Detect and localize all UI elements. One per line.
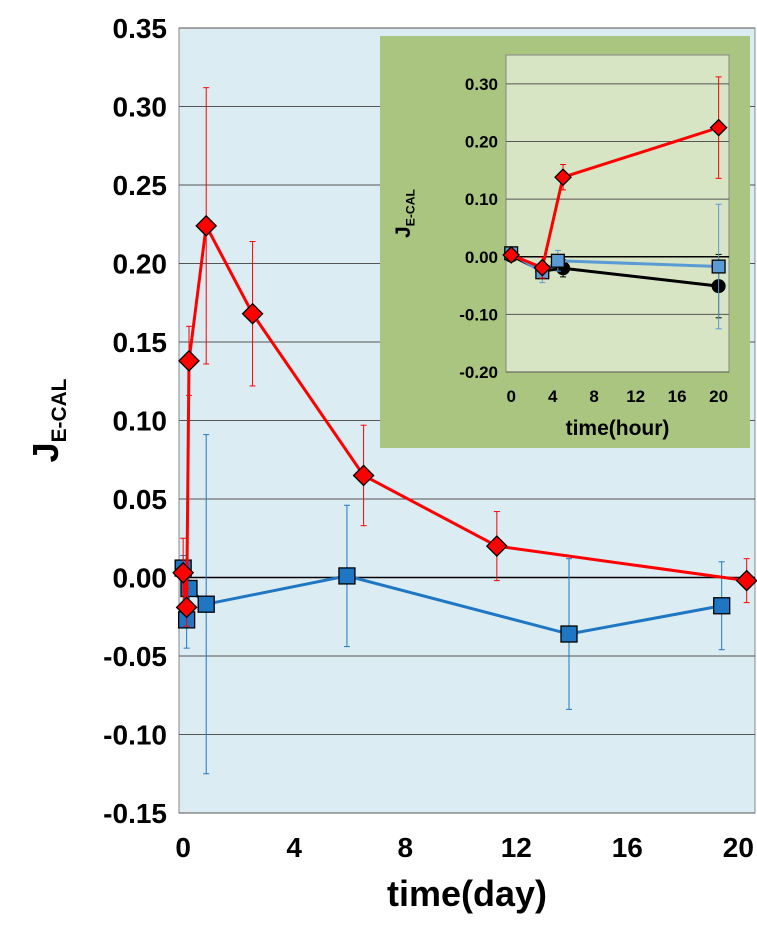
y-tick-label: 0.15: [113, 327, 168, 358]
y-tick-label: 0.10: [113, 406, 168, 437]
inset-y-axis-title-subscript: E-CAL: [404, 188, 418, 226]
main-x-tick-labels: 0 4 8 12 16 20: [175, 832, 754, 863]
y-tick-label: 0.00: [465, 248, 498, 267]
x-tick-label: 4: [286, 832, 302, 863]
data-point: [175, 596, 198, 619]
series-diamond: [502, 76, 728, 279]
data-point: [172, 561, 195, 584]
data-point: [713, 597, 731, 615]
main-y-axis-title-main: J: [25, 442, 66, 462]
y-tick-label: -0.15: [103, 798, 167, 829]
data-point: [338, 567, 356, 585]
x-tick-label: 20: [709, 387, 728, 406]
data-point: [485, 535, 508, 558]
main-x-axis-title: time(day): [387, 873, 547, 914]
inset-y-axis-title-main: J: [392, 226, 415, 238]
y-tick-label: 0.20: [465, 133, 498, 152]
y-tick-label: 0.35: [113, 13, 168, 44]
data-point: [195, 214, 218, 237]
x-tick-label: 20: [723, 832, 754, 863]
data-point: [533, 258, 552, 277]
y-tick-label: 0.25: [113, 170, 168, 201]
data-point: [550, 253, 565, 268]
inset-y-tick-labels: -0.20 -0.10 0.00 0.10 0.20 0.30: [459, 75, 498, 382]
data-point: [709, 118, 728, 137]
x-tick-label: 16: [668, 387, 687, 406]
data-point: [711, 259, 726, 274]
y-tick-label: -0.05: [103, 641, 167, 672]
inset-plot-area: [505, 54, 730, 373]
data-point: [197, 595, 215, 613]
x-tick-label: 4: [548, 387, 558, 406]
y-tick-label: -0.10: [459, 305, 498, 324]
data-point: [735, 569, 757, 592]
y-tick-label: 0.30: [113, 92, 168, 123]
x-tick-label: 8: [397, 832, 413, 863]
y-tick-label: 0.30: [465, 75, 498, 94]
data-point: [352, 464, 375, 487]
main-y-axis-title-subscript: E-CAL: [48, 378, 71, 442]
data-point: [554, 168, 572, 187]
data-point: [241, 302, 264, 325]
inset-gridlines: [506, 83, 729, 373]
series-line: [510, 126, 720, 270]
y-tick-label: 0.20: [113, 249, 168, 280]
main-y-tick-labels: -0.15 -0.10 -0.05 0.00 0.05 0.10 0.15 0.20 0.25 0…: [103, 13, 167, 829]
x-tick-label: 0: [506, 387, 515, 406]
inset-series: [502, 76, 728, 330]
series-diamond: [172, 87, 757, 627]
y-tick-label: 0.00: [113, 563, 168, 594]
inset-x-axis-title: time(hour): [566, 417, 670, 440]
main-y-axis-title: JE-CAL: [25, 378, 71, 462]
main-series: [172, 87, 757, 775]
x-tick-label: 16: [612, 832, 643, 863]
data-point: [560, 625, 578, 643]
inset-x-tick-labels: 0 4 8 12 16 20: [506, 387, 728, 406]
x-tick-label: 8: [589, 387, 598, 406]
y-tick-label: 0.05: [113, 484, 168, 515]
data-point: [502, 246, 521, 264]
data-point: [178, 349, 200, 372]
x-tick-label: 12: [626, 387, 645, 406]
y-tick-label: 0.10: [465, 190, 498, 209]
x-tick-label: 12: [501, 832, 532, 863]
y-tick-label: -0.10: [103, 720, 167, 751]
inset-y-axis-title: JE-CAL: [392, 188, 418, 237]
y-tick-label: -0.20: [459, 363, 498, 382]
inset-plot: -0.20 -0.10 0.00 0.10 0.20 0.30 0 4 8 12 16 20 tim…: [380, 36, 750, 448]
x-tick-label: 0: [175, 832, 191, 863]
